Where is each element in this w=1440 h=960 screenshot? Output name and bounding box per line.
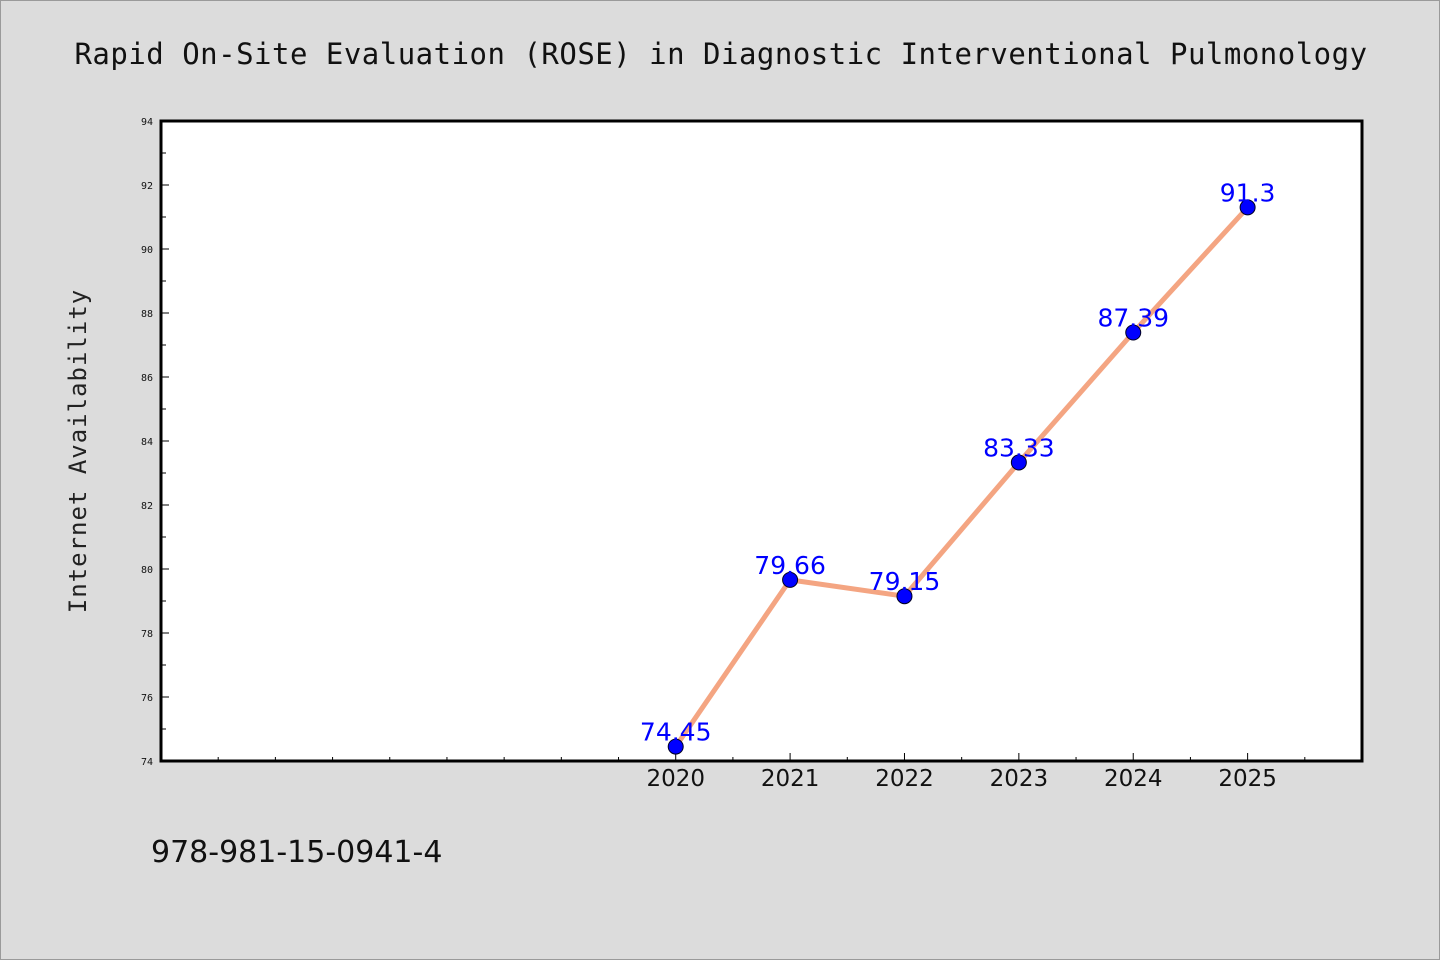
y-axis: 74 76 78 80 82 84 86 88 90 92 94 [141,117,169,768]
series-line [673,204,1251,750]
y-tick-label: 84 [141,437,153,448]
x-axis: 2020 2021 2022 2023 2024 2025 [217,753,1306,792]
y-tick-label: 82 [141,501,153,512]
chart-title: Rapid On-Site Evaluation (ROSE) in Diagn… [74,37,1368,71]
data-label: 74.45 [640,718,712,747]
x-tick-label: 2021 [761,766,820,792]
y-tick-label: 92 [141,181,153,192]
data-label: 91.3 [1220,178,1276,207]
y-tick-label: 80 [141,565,153,576]
data-label: 79.66 [754,551,826,580]
data-label: 79.15 [869,567,941,596]
data-point[interactable] [896,588,913,605]
isbn-text: 978-981-15-0941-4 [151,835,443,870]
y-tick-label: 94 [141,117,153,128]
data-point[interactable] [667,738,684,755]
x-tick-label: 2025 [1218,766,1277,792]
data-point[interactable] [782,571,799,588]
data-point[interactable] [1125,324,1142,341]
y-tick-label: 86 [141,373,153,384]
data-point[interactable] [1239,199,1256,216]
y-tick-label: 88 [141,309,153,320]
x-tick-label: 2024 [1104,766,1163,792]
y-tick-label: 74 [141,757,153,768]
y-tick-label: 90 [141,245,153,256]
y-tick-label: 76 [141,693,153,704]
data-labels: 74.45 79.66 79.15 83.33 87.39 91.3 [640,178,1276,746]
x-tick-label: 2022 [875,766,934,792]
series-group [667,199,1256,755]
plot-area [159,119,1364,763]
data-label: 83.33 [983,433,1055,462]
x-tick-label: 2020 [646,766,705,792]
data-label: 87.39 [1097,304,1169,333]
y-tick-label: 78 [141,629,153,640]
data-point[interactable] [1010,454,1027,471]
x-tick-label: 2023 [990,766,1049,792]
